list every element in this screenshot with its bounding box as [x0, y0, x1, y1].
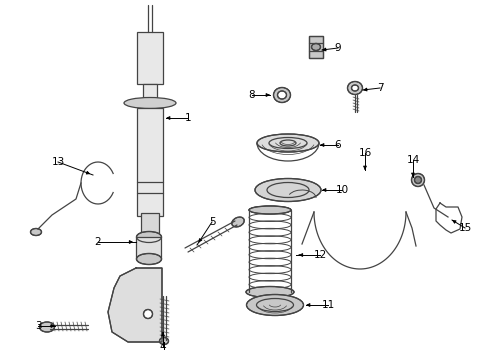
Ellipse shape — [273, 87, 291, 103]
Polygon shape — [108, 268, 162, 342]
Ellipse shape — [249, 206, 291, 214]
Ellipse shape — [246, 294, 303, 315]
Bar — [309, 36, 323, 58]
Ellipse shape — [160, 338, 169, 345]
Ellipse shape — [232, 217, 244, 227]
Text: 1: 1 — [185, 113, 191, 123]
Text: 15: 15 — [458, 223, 471, 233]
Bar — [137, 32, 163, 84]
Bar — [136, 237, 161, 259]
Ellipse shape — [257, 134, 319, 152]
Ellipse shape — [412, 174, 424, 186]
Text: 16: 16 — [358, 148, 371, 158]
Text: 6: 6 — [335, 140, 342, 150]
Text: 4: 4 — [160, 342, 166, 352]
Bar — [143, 84, 157, 98]
Ellipse shape — [351, 85, 359, 91]
Ellipse shape — [255, 179, 321, 202]
Bar — [141, 213, 159, 233]
Bar — [309, 36, 323, 58]
Text: 9: 9 — [335, 43, 342, 53]
Text: 3: 3 — [35, 321, 41, 331]
Ellipse shape — [124, 98, 176, 108]
Ellipse shape — [415, 176, 421, 184]
Ellipse shape — [312, 44, 320, 50]
Text: 5: 5 — [209, 217, 215, 227]
Text: 8: 8 — [249, 90, 255, 100]
Text: 7: 7 — [377, 83, 383, 93]
Text: 11: 11 — [321, 300, 335, 310]
Text: 2: 2 — [95, 237, 101, 247]
Ellipse shape — [347, 81, 363, 95]
Text: 13: 13 — [51, 157, 65, 167]
Bar — [137, 108, 163, 216]
Ellipse shape — [30, 229, 42, 235]
Ellipse shape — [137, 231, 162, 243]
Text: 10: 10 — [336, 185, 348, 195]
Text: 12: 12 — [314, 250, 327, 260]
Ellipse shape — [246, 287, 294, 297]
Ellipse shape — [144, 310, 152, 319]
Ellipse shape — [40, 322, 54, 332]
Ellipse shape — [137, 253, 162, 265]
Ellipse shape — [277, 91, 287, 99]
Text: 14: 14 — [406, 155, 419, 165]
